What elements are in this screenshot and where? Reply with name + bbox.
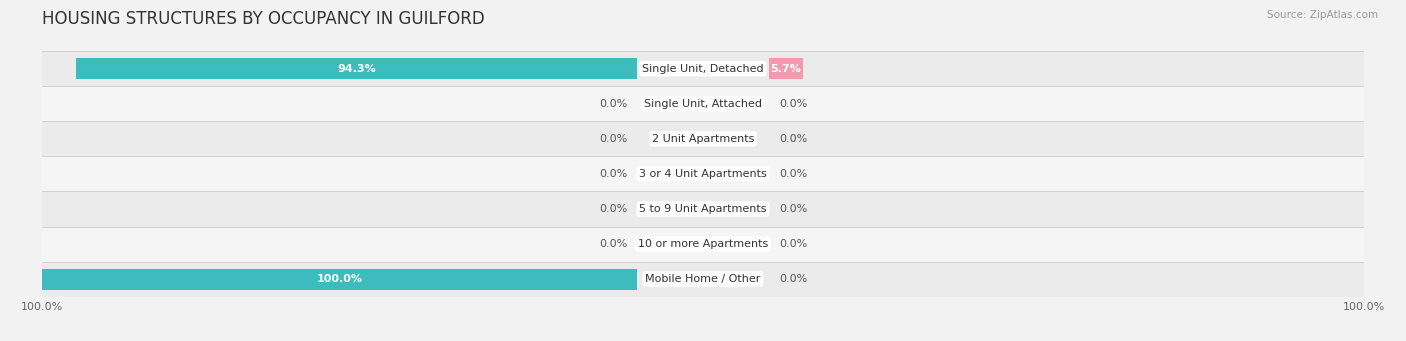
Text: Mobile Home / Other: Mobile Home / Other — [645, 274, 761, 284]
Text: 0.0%: 0.0% — [779, 99, 807, 109]
Text: 0.0%: 0.0% — [779, 169, 807, 179]
Legend: Owner-occupied, Renter-occupied: Owner-occupied, Renter-occupied — [571, 336, 835, 341]
Text: Source: ZipAtlas.com: Source: ZipAtlas.com — [1267, 10, 1378, 20]
Bar — [76, 58, 637, 79]
Text: 5.7%: 5.7% — [770, 64, 801, 74]
Text: 0.0%: 0.0% — [599, 204, 627, 214]
Text: 0.0%: 0.0% — [779, 134, 807, 144]
Text: 0.0%: 0.0% — [599, 239, 627, 249]
Text: HOUSING STRUCTURES BY OCCUPANCY IN GUILFORD: HOUSING STRUCTURES BY OCCUPANCY IN GUILF… — [42, 10, 485, 28]
Bar — [42, 191, 1364, 226]
Bar — [42, 226, 1364, 262]
Text: 5 to 9 Unit Apartments: 5 to 9 Unit Apartments — [640, 204, 766, 214]
Text: 0.0%: 0.0% — [779, 204, 807, 214]
Text: 2 Unit Apartments: 2 Unit Apartments — [652, 134, 754, 144]
Bar — [42, 269, 637, 290]
Text: Single Unit, Attached: Single Unit, Attached — [644, 99, 762, 109]
Text: Single Unit, Detached: Single Unit, Detached — [643, 64, 763, 74]
Bar — [42, 86, 1364, 121]
Text: 0.0%: 0.0% — [599, 134, 627, 144]
Text: 0.0%: 0.0% — [779, 239, 807, 249]
Text: 94.3%: 94.3% — [337, 64, 375, 74]
Text: 3 or 4 Unit Apartments: 3 or 4 Unit Apartments — [640, 169, 766, 179]
Text: 100.0%: 100.0% — [316, 274, 363, 284]
Bar — [42, 51, 1364, 86]
Text: 0.0%: 0.0% — [599, 169, 627, 179]
Text: 10 or more Apartments: 10 or more Apartments — [638, 239, 768, 249]
Text: 0.0%: 0.0% — [599, 99, 627, 109]
Bar — [42, 121, 1364, 157]
Bar — [42, 157, 1364, 191]
Text: 0.0%: 0.0% — [779, 274, 807, 284]
Bar — [42, 262, 1364, 297]
Bar — [769, 58, 803, 79]
